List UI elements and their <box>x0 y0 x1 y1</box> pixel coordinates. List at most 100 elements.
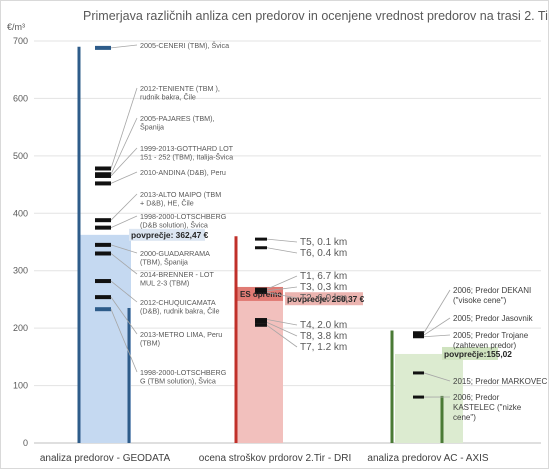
leader-line <box>266 324 298 348</box>
data-label: T3, 0,3 km <box>300 282 347 293</box>
value-marker <box>95 307 111 312</box>
data-label: 1998-2000-LOTSCHBERG G (TBM solution), Šv… <box>140 368 227 386</box>
leader-line <box>423 289 451 333</box>
category-label: analiza predorov AC - AXIS <box>367 453 489 464</box>
y-tick-label: 0 <box>23 438 28 448</box>
value-marker <box>95 242 111 247</box>
data-label: 2005; Predor Jasovnik <box>453 314 534 323</box>
data-label: 2010-ANDINA (D&B), Peru <box>140 168 226 177</box>
data-label: 2005-PAJARES (TBM), Španija <box>140 114 215 132</box>
data-labels: povprečje: 362,47 € 2005-CENERI (TBM), Šv… <box>110 41 547 422</box>
value-marker <box>413 395 424 399</box>
data-label: 2012-TENIENTE (TBM ), rudnik bakra, Čile <box>140 84 220 102</box>
value-marker <box>95 181 111 186</box>
value-marker <box>95 218 111 223</box>
data-label: 2015; Predor MARKOVEC <box>453 377 547 386</box>
value-marker <box>255 246 267 250</box>
value-marker <box>95 166 111 171</box>
average-area <box>79 234 131 443</box>
category-label: analiza predorov - GEODATA <box>40 453 171 464</box>
average-label-bg <box>129 228 205 241</box>
leader-line <box>423 334 451 338</box>
average-area <box>395 353 463 443</box>
value-marker <box>413 371 424 375</box>
value-marker <box>255 237 267 241</box>
average-label: povprečje:155,02 <box>444 349 512 359</box>
value-marker <box>413 331 424 335</box>
y-tick-label: 600 <box>13 93 28 103</box>
leader-line <box>110 117 138 175</box>
average-label-bg <box>442 346 498 360</box>
data-label: T6, 0.4 km <box>300 248 347 259</box>
leader-line <box>110 253 138 275</box>
data-label: 2000-GUADARRAMA (TBM), Španija <box>140 249 210 267</box>
y-tick-labels: 0 100 200 300 400 500 600 700 <box>13 36 28 448</box>
data-label: 2012-CHUQUICAMATA (D&B), rudnik bakra, Či… <box>140 298 220 316</box>
data-label: 2005; Predor Trojane (zahteven predor) <box>453 331 529 350</box>
y-tick-label: 700 <box>13 36 28 46</box>
y-axis-label: €/m³ <box>7 22 25 32</box>
y-tick-label: 300 <box>13 266 28 276</box>
leader-line <box>266 286 298 292</box>
value-markers <box>95 45 424 399</box>
range-bars <box>77 46 444 443</box>
value-marker <box>95 225 111 230</box>
value-marker <box>255 318 267 322</box>
leader-line <box>110 296 138 335</box>
chart-title: Primerjava različnih anliza cen predorov… <box>83 9 548 23</box>
value-marker <box>255 291 267 295</box>
average-label: povprečje: 362,47 € <box>131 230 209 240</box>
value-marker <box>95 279 111 284</box>
y-tick-label: 200 <box>13 323 28 333</box>
y-tick-label: 400 <box>13 208 28 218</box>
leader-line <box>110 280 138 303</box>
data-label: T5, 0.1 km <box>300 237 347 248</box>
leader-line <box>110 215 138 229</box>
category-label: ocena stroškov prdorov 2.Tir - DRI <box>199 453 351 464</box>
leader-line <box>110 244 138 254</box>
data-label: T4, 2.0 km <box>300 320 347 331</box>
leader-line <box>266 292 298 299</box>
value-marker <box>255 320 267 324</box>
leader-line <box>266 322 298 337</box>
data-label: 2013-ALTO MAIPO (TBM + D&B), HE, Čile <box>140 190 221 208</box>
leader-line <box>266 247 298 254</box>
average-label: povprečje: 250,37 € <box>287 294 365 304</box>
data-label: 1998-2000-LOTSCHBERG (D&B solution), Švic… <box>140 212 227 230</box>
leader-line <box>423 317 451 336</box>
average-label-bg <box>285 292 363 306</box>
value-marker <box>413 333 424 337</box>
y-tick-label: 100 <box>13 381 28 391</box>
leader-line <box>110 44 138 49</box>
data-label: T7, 1.2 km <box>300 342 347 353</box>
value-marker <box>95 173 111 178</box>
data-label: 2006; Predor KASTELEC ("nizke cene") <box>453 393 522 422</box>
leader-line <box>266 238 298 243</box>
value-marker <box>95 295 111 300</box>
leader-line <box>266 319 298 326</box>
leader-line <box>423 372 451 382</box>
y-tick-label: 500 <box>13 151 28 161</box>
leader-line <box>110 147 138 177</box>
data-label: 1999-2013-GOTTHARD LOT 151 - 252 (TBM), I… <box>140 144 234 162</box>
data-label: T1, 6.7 km <box>300 271 347 282</box>
data-label: T2, 6.0 km <box>300 293 347 304</box>
data-label: 2013-METRO LIMA, Peru (TBM) <box>140 330 222 348</box>
leader-line <box>266 275 298 290</box>
value-marker <box>255 289 267 293</box>
category-labels: analiza predorov - GEODATA ocena stroškov… <box>40 453 489 464</box>
leader-line <box>110 193 138 221</box>
data-label: 2005-CENERI (TBM), Švica <box>140 41 229 50</box>
value-marker <box>255 287 267 291</box>
value-marker <box>95 45 111 50</box>
leader-line <box>110 87 138 169</box>
value-marker <box>95 251 111 256</box>
leader-line <box>110 309 138 373</box>
leader-line <box>110 171 138 184</box>
value-marker <box>413 335 424 339</box>
data-label: 2014-BRENNER - LOT MUL 2-3 (TBM) <box>140 270 215 288</box>
es-label: ES opreme <box>240 290 282 299</box>
value-marker <box>255 323 267 327</box>
